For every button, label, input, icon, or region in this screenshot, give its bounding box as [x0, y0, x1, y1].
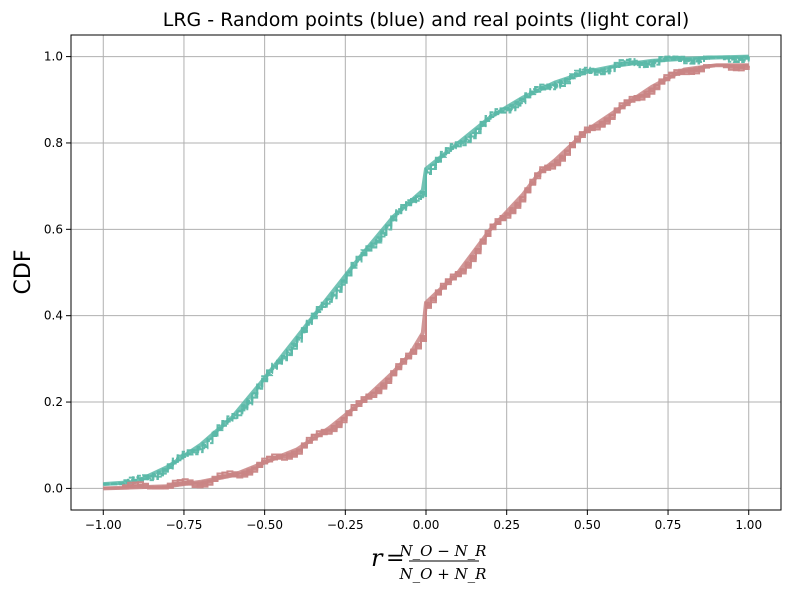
x-tick-label: −0.25: [327, 518, 364, 532]
y-axis-label: CDF: [11, 250, 36, 295]
x-tick-label: 0.75: [655, 518, 682, 532]
x-axis-label-numerator: N_O − N_R: [399, 542, 487, 560]
y-tick-label: 1.0: [44, 50, 63, 64]
x-tick-label: −1.00: [85, 518, 122, 532]
y-tick-label: 0.4: [44, 309, 63, 323]
x-tick-label: 0.25: [493, 518, 520, 532]
y-tick-label: 0.0: [44, 481, 63, 495]
x-axis-label-equals: =: [386, 546, 404, 571]
cdf-core-line-random: [103, 54, 749, 487]
x-tick-label: 0.50: [574, 518, 601, 532]
x-axis-label: r = N_O − N_R N_O + N_R: [371, 542, 486, 583]
series-real-cdf: [103, 63, 750, 491]
x-axis-label-lhs: r: [371, 544, 384, 572]
cdf-core-line-real: [103, 63, 749, 491]
series-random-cdf: [103, 54, 750, 487]
y-tick-label: 0.6: [44, 222, 63, 236]
y-axis-ticks: 0.0 0.2 0.4 0.6 0.8 1.0: [44, 50, 71, 495]
grid-lines: [71, 35, 781, 510]
x-tick-label: 0.00: [413, 518, 440, 532]
chart-title: LRG - Random points (blue) and real poin…: [163, 9, 689, 31]
x-axis-ticks: −1.00 −0.75 −0.50 −0.25 0.00 0.25 0.50 0.75 1.00: [85, 510, 762, 532]
x-tick-label: 1.00: [735, 518, 762, 532]
x-axis-label-denominator: N_O + N_R: [399, 565, 487, 583]
x-tick-label: −0.50: [246, 518, 283, 532]
x-tick-label: −0.75: [166, 518, 203, 532]
y-tick-label: 0.2: [44, 395, 63, 409]
y-tick-label: 0.8: [44, 136, 63, 150]
